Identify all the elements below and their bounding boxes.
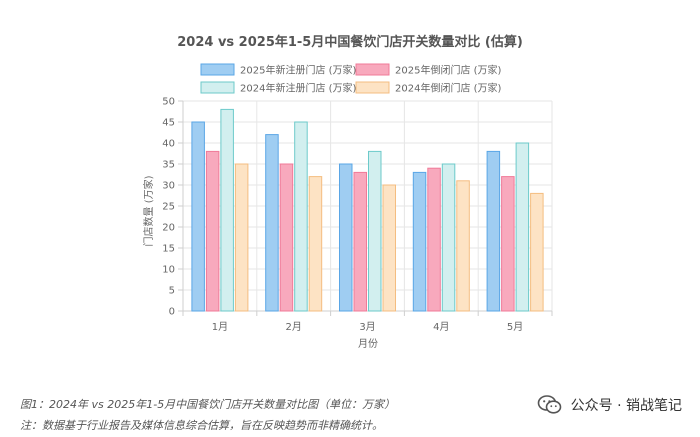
bar-series-2-cat-1 bbox=[294, 121, 308, 312]
legend-swatch bbox=[200, 63, 235, 76]
bar-series-1-cat-0 bbox=[205, 150, 220, 312]
x-tick-label: 4月 bbox=[433, 321, 449, 333]
x-axis-ticks: 1月 2月 3月 4月 5月 bbox=[212, 321, 524, 333]
x-tick-label: 3月 bbox=[359, 321, 375, 333]
bar-series-3-cat-3 bbox=[456, 180, 470, 312]
bar-series-1-cat-2 bbox=[353, 171, 367, 312]
bar-series-3-cat-0 bbox=[234, 163, 249, 312]
y-tick-label: 5 bbox=[169, 286, 175, 297]
legend: 2025年新注册门店 (万家) 2025年倒闭门店 (万家) 2024年新注册门店 … bbox=[200, 63, 502, 95]
legend-swatch bbox=[200, 81, 235, 94]
bar-series-3-cat-1 bbox=[308, 176, 323, 312]
bar-series-2-cat-4 bbox=[515, 142, 530, 312]
y-tick-label: 20 bbox=[162, 223, 175, 234]
bars bbox=[191, 108, 544, 312]
wechat-icon bbox=[537, 395, 561, 414]
chart-title: 2024 vs 2025年1-5月中国餐饮门店开关数量对比 (估算) bbox=[177, 34, 523, 50]
bar-series-3-cat-4 bbox=[530, 192, 544, 312]
bar-series-1-cat-4 bbox=[501, 176, 515, 312]
bar-chart: 2024 vs 2025年1-5月中国餐饮门店开关数量对比 (估算) 2025年… bbox=[142, 34, 553, 350]
figure-note: 注：数据基于行业报告及媒体信息综合估算，旨在反映趋势而非精确统计。 bbox=[20, 419, 383, 432]
legend-swatch bbox=[355, 63, 390, 76]
legend-label: 2025年倒闭门店 (万家) bbox=[395, 64, 502, 77]
x-axis-label: 月份 bbox=[358, 338, 378, 350]
legend-label: 2024年倒闭门店 (万家) bbox=[395, 82, 502, 95]
legend-label: 2024年新注册门店 (万家) bbox=[240, 82, 357, 95]
y-tick-label: 45 bbox=[162, 118, 175, 129]
bar-series-0-cat-2 bbox=[339, 163, 353, 312]
y-axis-ticks: 0 5 10 15 20 25 30 35 40 45 50 bbox=[162, 97, 183, 318]
legend-swatch bbox=[355, 81, 390, 94]
bar-series-1-cat-3 bbox=[427, 167, 441, 312]
y-axis-label: 门店数量 (万家) bbox=[142, 175, 155, 246]
watermark-text: 公众号 · 销战笔记 bbox=[570, 398, 682, 414]
bar-series-0-cat-3 bbox=[412, 171, 427, 312]
figure-caption: 图1：2024年 vs 2025年1-5月中国餐饮门店开关数量对比图（单位：万家… bbox=[20, 398, 396, 411]
bar-series-1-cat-1 bbox=[279, 163, 294, 312]
bar-series-2-cat-3 bbox=[441, 163, 456, 312]
x-tick-label: 2月 bbox=[286, 321, 302, 333]
x-tick-label: 5月 bbox=[507, 321, 523, 333]
x-tick-label: 1月 bbox=[212, 321, 228, 333]
bar-series-2-cat-2 bbox=[368, 150, 382, 312]
bar-series-2-cat-0 bbox=[220, 108, 234, 312]
y-tick-label: 40 bbox=[162, 139, 175, 150]
y-tick-label: 30 bbox=[162, 181, 175, 192]
bar-series-0-cat-0 bbox=[191, 121, 205, 312]
y-tick-label: 10 bbox=[162, 265, 175, 276]
y-tick-label: 0 bbox=[169, 307, 175, 318]
watermark: 公众号 · 销战笔记 bbox=[537, 392, 682, 418]
y-tick-label: 25 bbox=[162, 202, 175, 213]
y-tick-label: 15 bbox=[162, 244, 175, 255]
bar-series-0-cat-4 bbox=[486, 150, 501, 312]
y-tick-label: 35 bbox=[162, 160, 175, 171]
bar-series-3-cat-2 bbox=[382, 184, 396, 312]
legend-label: 2025年新注册门店 (万家) bbox=[240, 64, 357, 77]
y-tick-label: 50 bbox=[162, 97, 175, 108]
bar-series-0-cat-1 bbox=[265, 134, 279, 312]
